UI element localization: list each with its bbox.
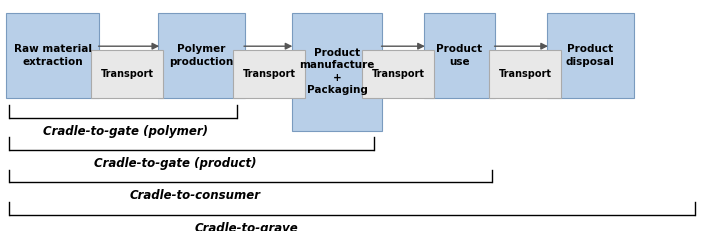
Text: Transport: Transport <box>101 69 154 79</box>
FancyBboxPatch shape <box>547 13 634 98</box>
Text: Transport: Transport <box>498 69 552 79</box>
Text: Cradle-to-gate (product): Cradle-to-gate (product) <box>94 157 256 170</box>
Text: Product
use: Product use <box>436 44 482 67</box>
FancyBboxPatch shape <box>424 13 495 98</box>
Text: Product
manufacture
+
Packaging: Product manufacture + Packaging <box>300 48 374 95</box>
Text: Transport: Transport <box>372 69 425 79</box>
Text: Polymer
production: Polymer production <box>169 44 234 67</box>
FancyBboxPatch shape <box>292 13 382 131</box>
Text: Transport: Transport <box>243 69 296 79</box>
Text: Raw material
extraction: Raw material extraction <box>14 44 91 67</box>
FancyBboxPatch shape <box>91 50 163 98</box>
Text: Cradle-to-consumer: Cradle-to-consumer <box>130 189 261 202</box>
Text: Cradle-to-gate (polymer): Cradle-to-gate (polymer) <box>43 125 208 138</box>
FancyBboxPatch shape <box>6 13 99 98</box>
FancyBboxPatch shape <box>158 13 245 98</box>
Text: Product
disposal: Product disposal <box>566 44 615 67</box>
FancyBboxPatch shape <box>362 50 434 98</box>
FancyBboxPatch shape <box>233 50 305 98</box>
FancyBboxPatch shape <box>489 50 561 98</box>
Text: Cradle-to-grave: Cradle-to-grave <box>194 222 298 231</box>
